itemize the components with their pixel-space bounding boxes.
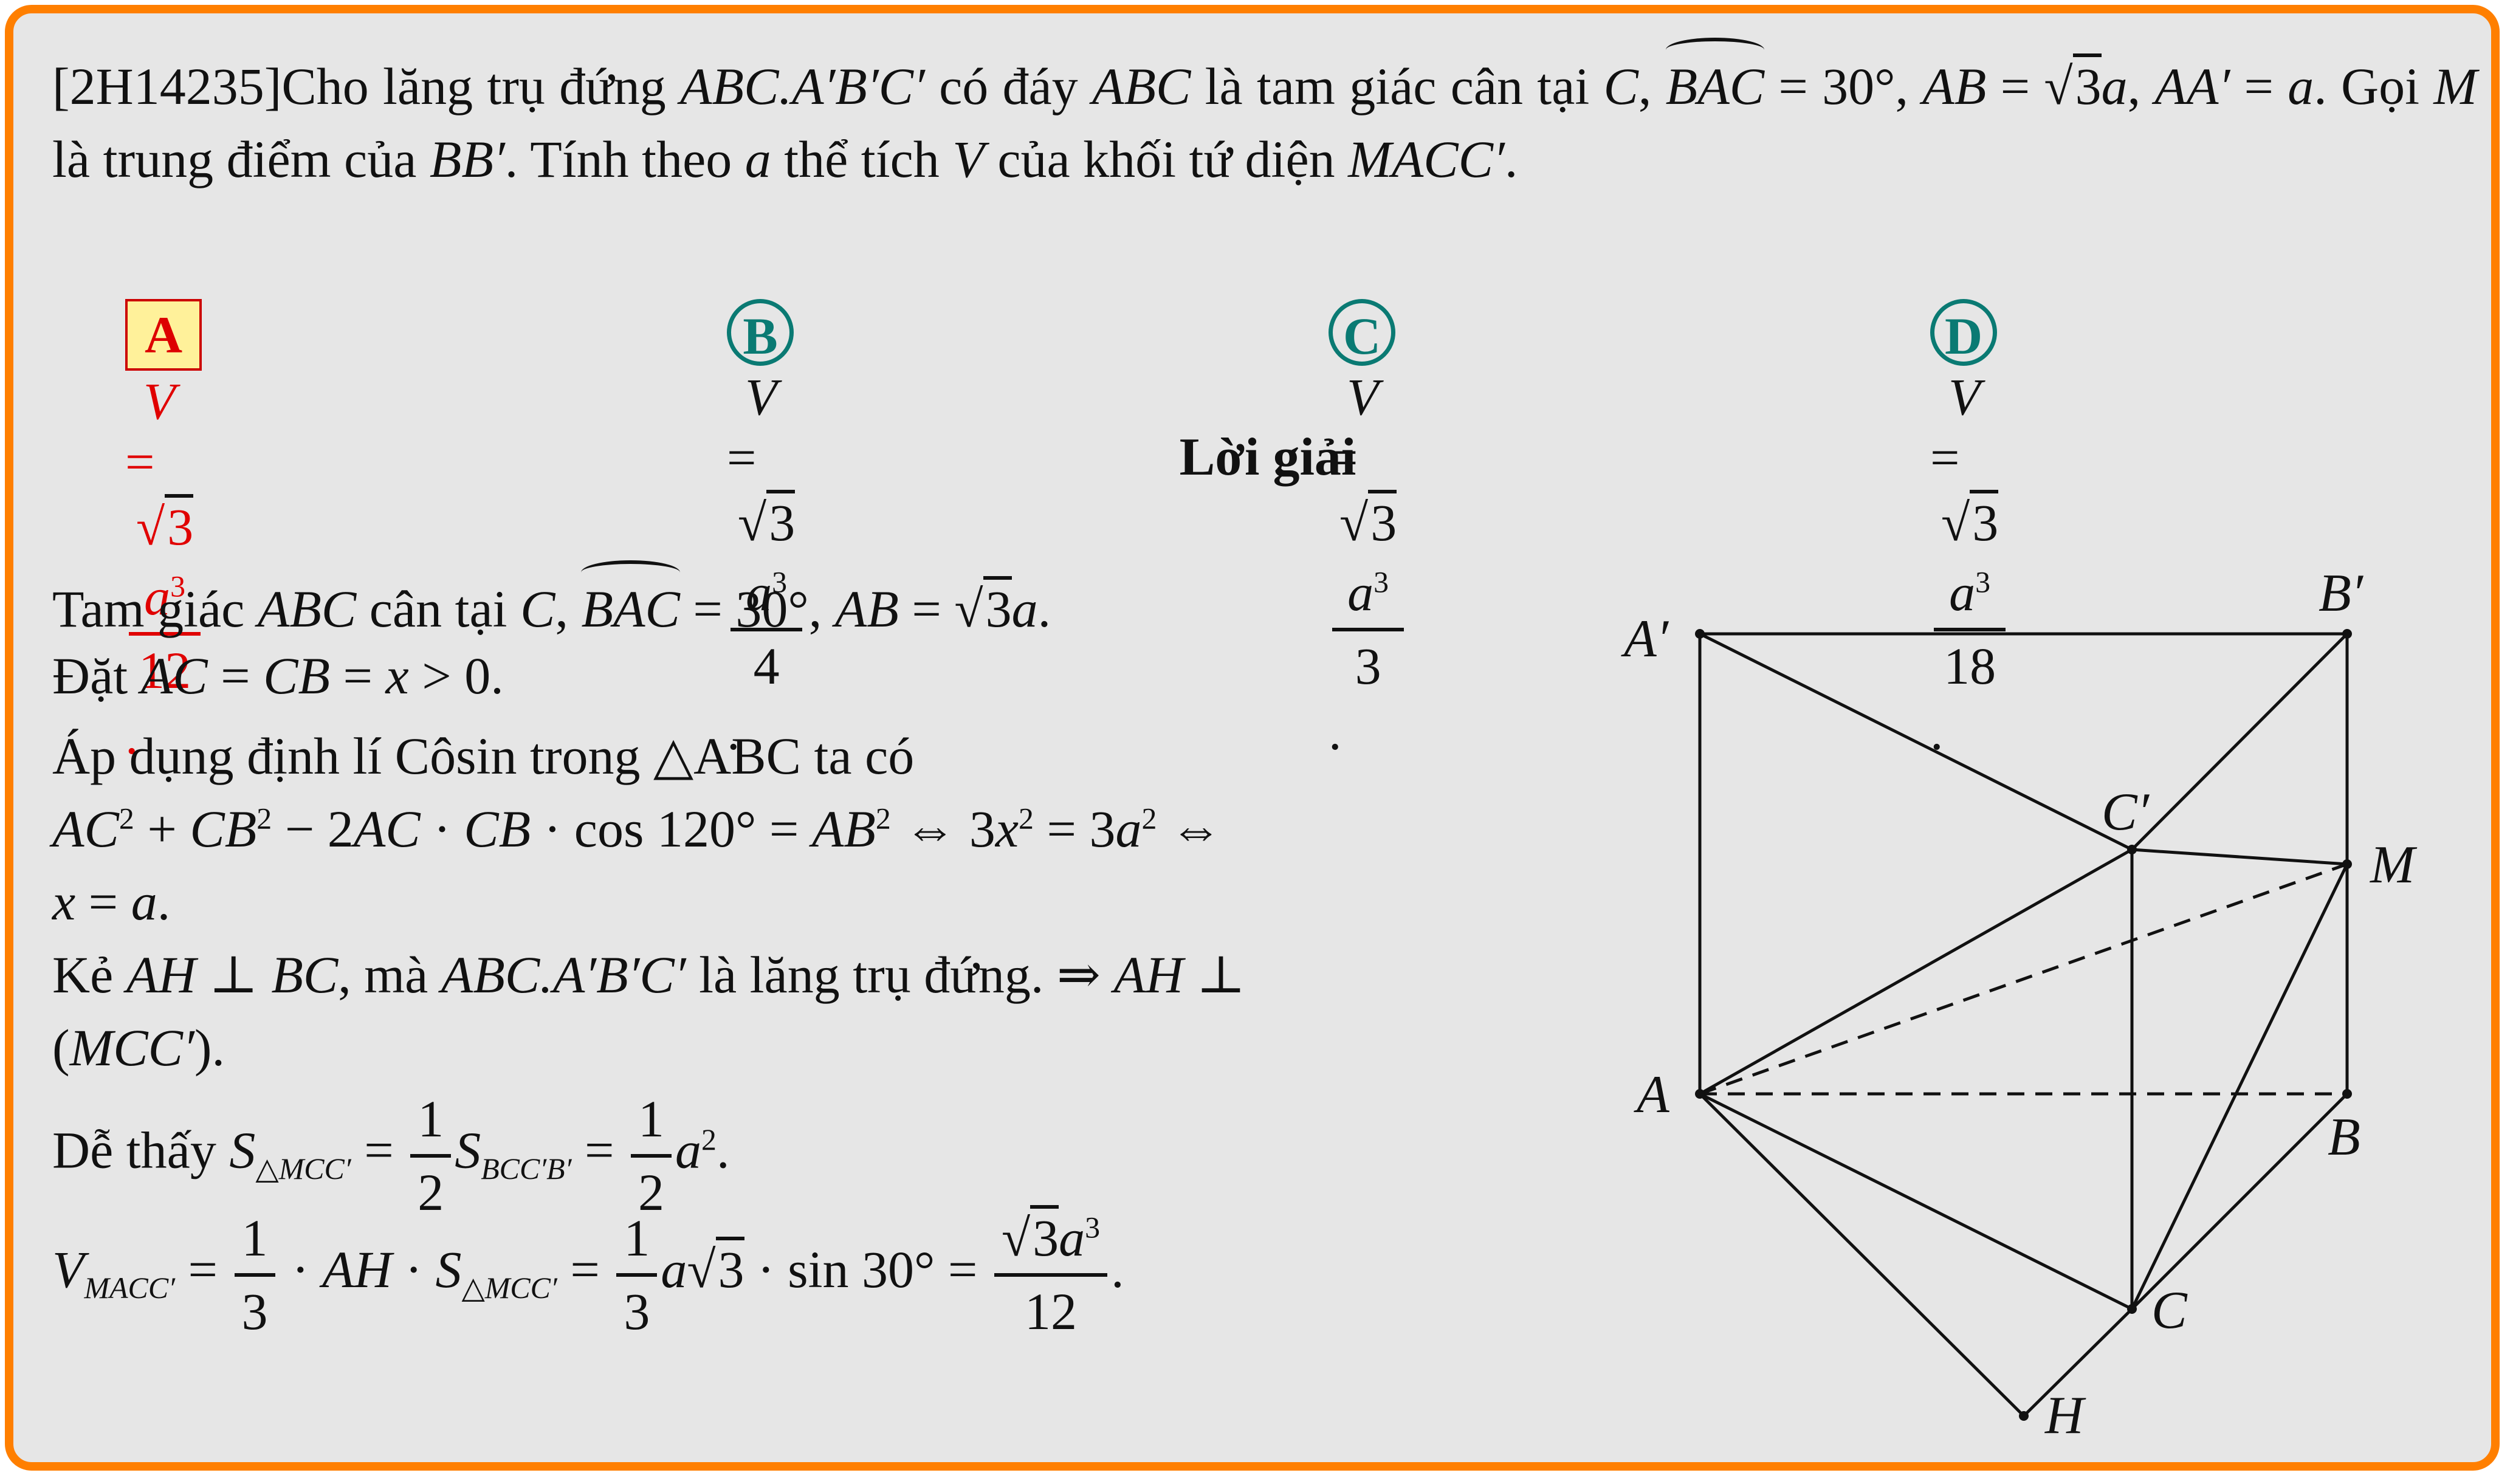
label-h: H xyxy=(2044,1386,2086,1445)
point-a1 xyxy=(1695,629,1705,639)
solution-line-7: (MCC′). xyxy=(52,1019,225,1077)
solution-line-5: x = a. xyxy=(52,873,171,931)
label-a1: A′ xyxy=(1621,610,1669,668)
edge-b1c1 xyxy=(2131,633,2348,851)
point-a xyxy=(1695,1089,1705,1099)
point-c1 xyxy=(2127,845,2137,854)
prism-figure: A′ B′ C′ M A B C H xyxy=(1621,564,2418,1445)
choice-a-badge: A xyxy=(125,299,202,371)
point-m xyxy=(2342,859,2352,869)
choice-c-den: 3 xyxy=(1355,637,1381,695)
choice-a-den: 12 xyxy=(139,641,191,699)
edge-am-hidden xyxy=(1699,862,2348,1096)
solution-line-6: Kẻ AH ⊥ BC, mà ABC.A′B′C′ là lăng trụ đứ… xyxy=(52,946,1246,1004)
label-b1: B′ xyxy=(2319,564,2364,623)
edge-ac xyxy=(1699,1092,2133,1311)
edge-hc xyxy=(2023,1308,2133,1417)
edge-ah xyxy=(1699,1093,2025,1417)
point-b xyxy=(2342,1089,2352,1099)
problem-code: [2H14235] xyxy=(52,57,282,115)
label-a: A xyxy=(1634,1065,1670,1124)
edge-ac1 xyxy=(1699,848,2133,1096)
choice-b-den: 4 xyxy=(753,637,780,695)
edge-c1m xyxy=(2131,848,2348,866)
solution-body: Tam giác ABC cân tại C, BAC = 30°, AB = … xyxy=(52,560,1584,1341)
solution-line-1: Tam giác ABC cân tại C, BAC = 30°, AB = … xyxy=(52,560,1584,639)
solution-line-3: Áp dụng định lí Côsin trong △ABC ta có xyxy=(52,727,915,785)
point-h xyxy=(2019,1411,2029,1421)
label-b: B xyxy=(2328,1108,2360,1167)
solution-line-4: AC2 + CB2 − 2AC · CB · cos 120° = AB2 ⇔ … xyxy=(52,800,1222,858)
choice-d-badge: D xyxy=(1930,299,1997,366)
point-b1 xyxy=(2342,629,2352,639)
problem-card: [2H14235]Cho lăng trụ đứng ABC.A′B′C′ có… xyxy=(5,5,2500,1471)
choice-d-den: 18 xyxy=(1944,637,1996,695)
edge-mc xyxy=(2130,863,2349,1310)
problem-statement: [2H14235]Cho lăng trụ đứng ABC.A′B′C′ có… xyxy=(52,38,2477,196)
edge-bc xyxy=(2131,1093,2348,1310)
choice-c-badge: C xyxy=(1329,299,1395,366)
solution-heading: Lời giải xyxy=(1179,428,1356,487)
solution-line-8: Dễ thấy S△MCC′ = 1 2 SBCC′B′ = 1 2 a2. xyxy=(52,1084,1584,1221)
point-c xyxy=(2127,1304,2137,1314)
solution-line-2: Đặt AC = CB = x > 0. xyxy=(52,647,504,705)
label-c1: C′ xyxy=(2102,783,2150,842)
edge-a1c1 xyxy=(1699,632,2133,851)
choice-b-badge: B xyxy=(727,299,794,366)
label-m: M xyxy=(2369,836,2418,895)
label-c: C xyxy=(2151,1281,2188,1340)
answer-choices: A V = √3a3 12. B V = √3a3 4. C V = √3a3 3. xyxy=(52,263,2483,765)
